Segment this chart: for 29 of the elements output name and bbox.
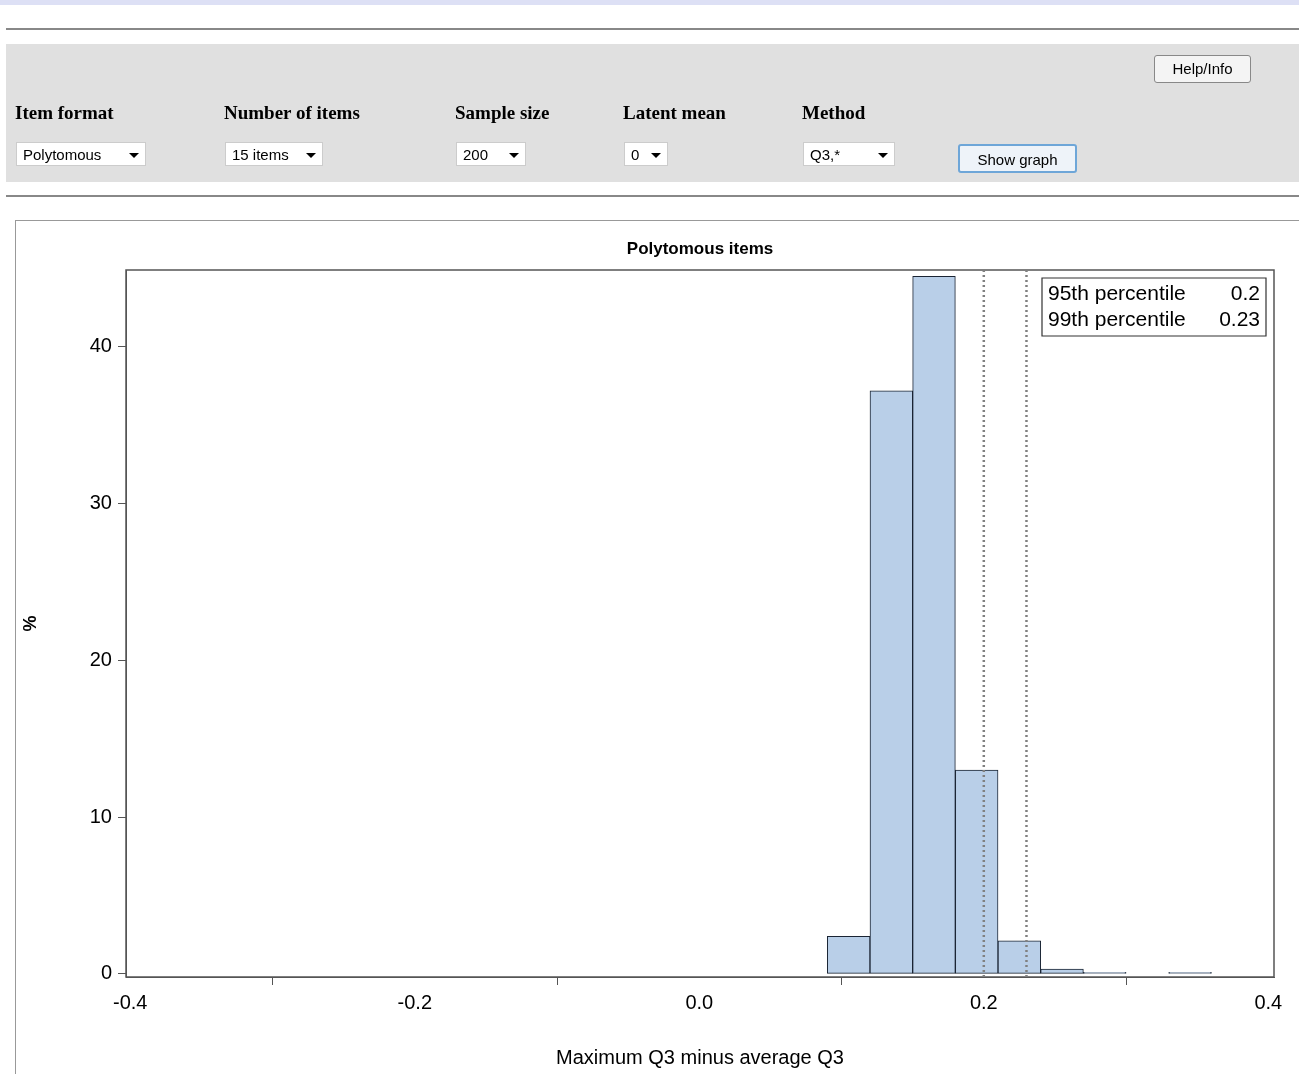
text: Sample size — [455, 102, 550, 123]
x-tick-label: -0.2 — [397, 990, 433, 1013]
text: Item format — [15, 102, 114, 123]
show-button: Show graph — [958, 144, 1077, 173]
chart-title: Polytomous items — [626, 238, 774, 258]
y-axis-title: % — [19, 615, 40, 632]
y-tick-label: 10 — [89, 804, 112, 827]
dropdown-field: Q3,* — [803, 142, 895, 166]
text: Latent mean — [623, 102, 726, 123]
dropdown-field: Polytomous — [16, 142, 146, 166]
y-tick-label: 40 — [89, 334, 112, 357]
x-axis-title: Maximum Q3 minus average Q3 — [556, 1045, 844, 1068]
x-tick-label: 0.2 — [969, 990, 998, 1013]
annotation: 95th percentile — [1048, 280, 1186, 304]
annotation: 0.2 — [1230, 280, 1260, 304]
dropdown-field: 200 — [456, 142, 526, 166]
x-tick-label: -0.4 — [113, 990, 148, 1013]
text: Method — [802, 102, 866, 123]
dropdown-field: 15 items — [225, 142, 323, 166]
text: Number of items — [224, 102, 360, 123]
x-tick-label: 0.0 — [685, 990, 714, 1013]
y-tick-label: 0 — [100, 961, 112, 984]
y-tick-label: 20 — [89, 647, 112, 670]
annotation: 0.23 — [1219, 306, 1260, 330]
dropdown-field: 0 — [624, 142, 668, 166]
annotation: 99th percentile — [1048, 306, 1186, 330]
y-tick-label: 30 — [89, 491, 112, 514]
help-button: Help/Info — [1154, 55, 1251, 83]
x-tick-label: 0.4 — [1254, 990, 1283, 1013]
